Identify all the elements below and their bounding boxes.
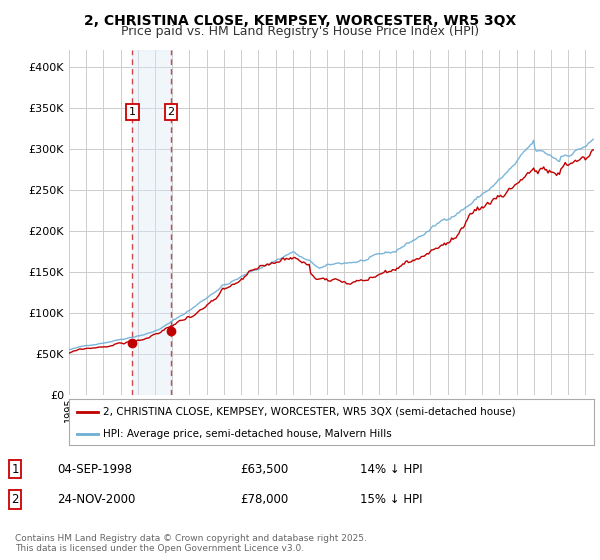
Text: 2, CHRISTINA CLOSE, KEMPSEY, WORCESTER, WR5 3QX (semi-detached house): 2, CHRISTINA CLOSE, KEMPSEY, WORCESTER, … xyxy=(103,407,516,417)
Text: Price paid vs. HM Land Registry's House Price Index (HPI): Price paid vs. HM Land Registry's House … xyxy=(121,25,479,38)
Text: 04-SEP-1998: 04-SEP-1998 xyxy=(57,463,132,476)
Text: £78,000: £78,000 xyxy=(240,493,288,506)
Text: £63,500: £63,500 xyxy=(240,463,288,476)
Text: 2: 2 xyxy=(11,493,19,506)
Text: 15% ↓ HPI: 15% ↓ HPI xyxy=(360,493,422,506)
Text: 2, CHRISTINA CLOSE, KEMPSEY, WORCESTER, WR5 3QX: 2, CHRISTINA CLOSE, KEMPSEY, WORCESTER, … xyxy=(84,14,516,28)
Text: 1: 1 xyxy=(129,107,136,117)
Text: 1: 1 xyxy=(11,463,19,476)
Text: HPI: Average price, semi-detached house, Malvern Hills: HPI: Average price, semi-detached house,… xyxy=(103,429,392,438)
Text: Contains HM Land Registry data © Crown copyright and database right 2025.
This d: Contains HM Land Registry data © Crown c… xyxy=(15,534,367,553)
Text: 24-NOV-2000: 24-NOV-2000 xyxy=(57,493,136,506)
Text: 14% ↓ HPI: 14% ↓ HPI xyxy=(360,463,422,476)
Text: 2: 2 xyxy=(167,107,175,117)
Bar xyxy=(132,50,171,395)
